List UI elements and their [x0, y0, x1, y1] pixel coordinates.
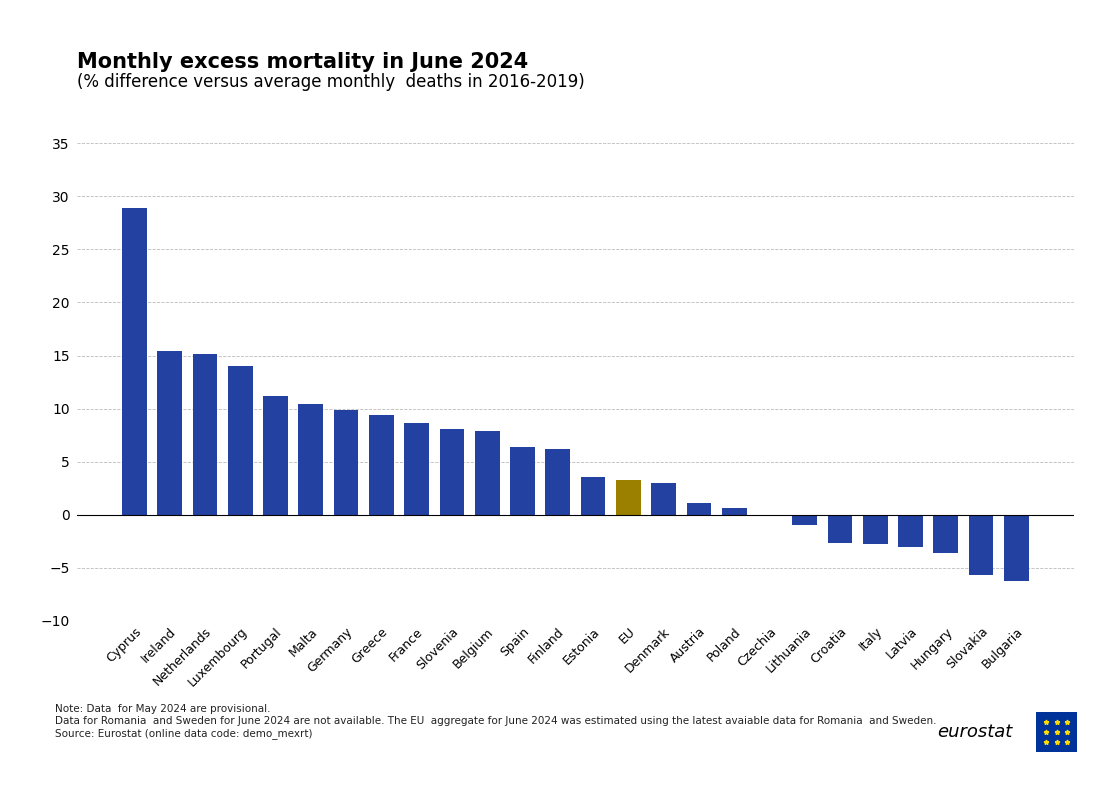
Bar: [792, 515, 817, 525]
Text: Monthly excess mortality in June 2024: Monthly excess mortality in June 2024: [77, 52, 528, 72]
Bar: [263, 396, 288, 515]
Text: Data for Romania  and Sweden for June 2024 are not available. The EU  aggregate : Data for Romania and Sweden for June 202…: [55, 716, 936, 727]
Bar: [334, 410, 358, 515]
Bar: [969, 515, 993, 576]
Bar: [193, 354, 217, 515]
Bar: [863, 515, 888, 544]
Bar: [510, 447, 535, 515]
Bar: [581, 477, 605, 515]
Bar: [475, 431, 500, 515]
Bar: [369, 415, 393, 515]
Text: Source: Eurostat (online data code: demo_mexrt): Source: Eurostat (online data code: demo…: [55, 728, 312, 739]
Bar: [616, 480, 641, 515]
Text: (% difference versus average monthly  deaths in 2016-2019): (% difference versus average monthly dea…: [77, 73, 584, 92]
Bar: [899, 515, 923, 547]
Bar: [298, 404, 323, 515]
Text: Note: Data  for May 2024 are provisional.: Note: Data for May 2024 are provisional.: [55, 704, 271, 715]
Text: eurostat: eurostat: [937, 724, 1013, 741]
Bar: [722, 509, 746, 515]
Bar: [651, 483, 676, 515]
Bar: [934, 515, 958, 553]
Bar: [439, 429, 465, 515]
Bar: [158, 351, 182, 515]
Bar: [827, 515, 853, 544]
Bar: [546, 449, 570, 515]
Bar: [228, 366, 252, 515]
Bar: [757, 515, 781, 516]
Bar: [1004, 515, 1029, 580]
Bar: [686, 503, 711, 515]
Bar: [122, 208, 147, 515]
Bar: [404, 423, 429, 515]
